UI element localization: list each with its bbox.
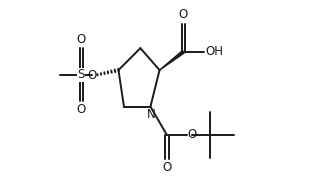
Text: O: O [188, 128, 197, 141]
Text: O: O [77, 103, 86, 116]
Text: OH: OH [206, 45, 224, 58]
Text: S: S [78, 68, 85, 81]
Text: O: O [162, 161, 171, 174]
Text: O: O [87, 69, 96, 82]
Text: O: O [77, 33, 86, 46]
Polygon shape [160, 51, 184, 70]
Text: N: N [147, 107, 156, 121]
Text: O: O [179, 8, 188, 21]
